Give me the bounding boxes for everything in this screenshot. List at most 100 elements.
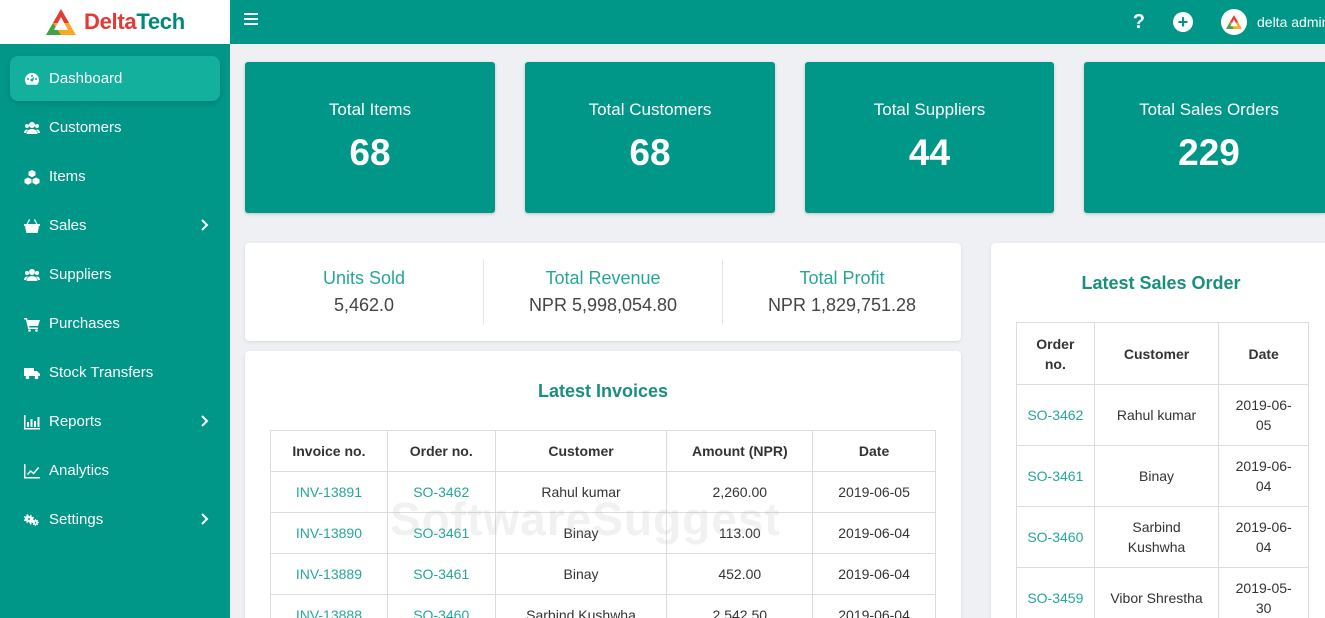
brand[interactable]: DeltaTech (0, 0, 230, 44)
summary-value: NPR 1,829,751.28 (767, 295, 917, 315)
order-link[interactable]: SO-3461 (386, 553, 496, 595)
panel-title: Latest Sales Order (1081, 273, 1241, 293)
column-header[interactable]: Order no. (386, 430, 496, 472)
help-icon[interactable]: ? (1132, 10, 1145, 33)
stat-label: Total Suppliers (873, 100, 986, 119)
stat-card-total-customers[interactable]: Total Customers 68 (525, 62, 775, 213)
sidebar-item-label: Suppliers (49, 266, 112, 283)
sidebar-item-label: Settings (49, 511, 104, 528)
column-header[interactable]: Customer (494, 430, 668, 472)
sidebar-item-dashboard[interactable]: Dashboard (10, 56, 220, 101)
customer-cell: Rahul kumar (1093, 384, 1220, 446)
basket-icon (24, 218, 40, 234)
table-row: SO-3461 Binay 2019-06-04 (1016, 445, 1309, 507)
column-header[interactable]: Customer (1093, 322, 1220, 385)
sidebar-item-suppliers[interactable]: Suppliers (10, 252, 220, 297)
topbar: ? + delta admin (230, 0, 1325, 44)
invoice-link[interactable]: INV-13889 (270, 553, 388, 595)
bar-chart-icon (24, 414, 40, 430)
order-link[interactable]: SO-3460 (1016, 506, 1095, 568)
add-icon[interactable]: + (1173, 12, 1193, 32)
user-name[interactable]: delta admin (1257, 14, 1325, 30)
stat-value: 68 (349, 132, 391, 173)
order-link[interactable]: SO-3459 (1016, 567, 1095, 618)
table-row: INV-13891 SO-3462 Rahul kumar 2,260.00 2… (270, 471, 936, 513)
sidebar-item-sales[interactable]: Sales (10, 203, 220, 248)
sidebar-item-reports[interactable]: Reports (10, 399, 220, 444)
column-header[interactable]: Date (812, 430, 936, 472)
column-header[interactable]: Amount (NPR) (666, 430, 814, 472)
summary-total-revenue: Total Revenue NPR 5,998,054.80 (483, 259, 722, 325)
sidebar-item-label: Analytics (49, 462, 110, 479)
sidebar-item-label: Customers (49, 119, 122, 136)
chevron-right-icon (198, 217, 212, 233)
table-row: INV-13889 SO-3461 Binay 452.00 2019-06-0… (270, 553, 936, 595)
summary-units-sold: Units Sold 5,462.0 (245, 259, 483, 325)
sidebar-item-customers[interactable]: Customers (10, 105, 220, 150)
customer-cell: Sarbind Kushwha (1093, 506, 1220, 568)
invoices-table: Invoice no. Order no. Customer Amount (N… (270, 430, 936, 618)
customer-cell: Binay (494, 553, 668, 595)
menu-toggle-icon[interactable] (244, 13, 258, 27)
logo-icon (46, 9, 76, 35)
order-link[interactable]: SO-3461 (386, 512, 496, 554)
cart-icon (24, 316, 40, 332)
stat-label: Total Items (328, 100, 412, 119)
stat-card-total-items[interactable]: Total Items 68 (245, 62, 495, 213)
dashboard-icon (24, 71, 40, 87)
sidebar-item-items[interactable]: Items (10, 154, 220, 199)
customer-cell: Vibor Shrestha (1093, 567, 1220, 618)
sidebar-item-label: Dashboard (49, 70, 123, 87)
summary-total-profit: Total Profit NPR 1,829,751.28 (722, 259, 961, 325)
table-row: INV-13888 SO-3460 Sarbind Kushwha 2,542.… (270, 594, 936, 618)
date-cell: 2019-06-05 (812, 471, 936, 513)
order-link[interactable]: SO-3461 (1016, 445, 1095, 507)
date-cell: 2019-06-04 (812, 512, 936, 554)
table-row: SO-3460 Sarbind Kushwha 2019-06-04 (1016, 506, 1309, 568)
table-row: SO-3462 Rahul kumar 2019-06-05 (1016, 384, 1309, 446)
date-cell: 2019-06-05 (1218, 384, 1309, 446)
table-row: INV-13890 SO-3461 Binay 113.00 2019-06-0… (270, 512, 936, 554)
sidebar-nav: Dashboard Customers Items Sales Supplier… (0, 44, 230, 542)
latest-sales-order-panel: Latest Sales Order Order no. Customer Da… (991, 243, 1325, 618)
customer-cell: Rahul kumar (494, 471, 668, 513)
customer-cell: Binay (1093, 445, 1220, 507)
summary-label: Total Revenue (545, 268, 661, 288)
users-icon (24, 267, 40, 283)
customer-cell: Binay (494, 512, 668, 554)
brand-name: DeltaTech (84, 9, 185, 34)
sidebar-item-purchases[interactable]: Purchases (10, 301, 220, 346)
table-row: SO-3459 Vibor Shrestha 2019-05-30 (1016, 567, 1309, 618)
date-cell: 2019-06-04 (812, 553, 936, 595)
stat-card-total-sales-orders[interactable]: Total Sales Orders 229 (1084, 62, 1325, 213)
order-link[interactable]: SO-3460 (386, 594, 496, 618)
sidebar-item-settings[interactable]: Settings (10, 497, 220, 542)
sidebar-item-analytics[interactable]: Analytics (10, 448, 220, 493)
sidebar-item-label: Purchases (49, 315, 120, 332)
avatar[interactable] (1221, 9, 1247, 35)
stat-label: Total Customers (588, 100, 712, 119)
stat-label: Total Sales Orders (1139, 100, 1279, 119)
chevron-right-icon (198, 413, 212, 429)
invoice-link[interactable]: INV-13890 (270, 512, 388, 554)
date-cell: 2019-06-04 (1218, 445, 1309, 507)
amount-cell: 113.00 (666, 512, 814, 554)
sidebar-item-stock-transfers[interactable]: Stock Transfers (10, 350, 220, 395)
truck-icon (24, 365, 40, 381)
summary-value: 5,462.0 (333, 295, 395, 315)
sidebar-item-label: Reports (49, 413, 102, 430)
order-link[interactable]: SO-3462 (1016, 384, 1095, 446)
stat-card-total-suppliers[interactable]: Total Suppliers 44 (805, 62, 1054, 213)
sidebar-item-label: Items (49, 168, 86, 185)
cubes-icon (24, 169, 40, 185)
summary-panel: Units Sold 5,462.0 Total Revenue NPR 5,9… (245, 243, 961, 341)
column-header[interactable]: Invoice no. (270, 430, 388, 472)
order-link[interactable]: SO-3462 (386, 471, 496, 513)
column-header[interactable]: Date (1218, 322, 1309, 385)
column-header[interactable]: Order no. (1016, 322, 1095, 385)
stat-value: 44 (908, 132, 951, 173)
latest-invoices-panel: Latest Invoices Invoice no. Order no. Cu… (245, 351, 961, 618)
invoice-link[interactable]: INV-13888 (270, 594, 388, 618)
avatar-logo-icon (1226, 15, 1242, 29)
invoice-link[interactable]: INV-13891 (270, 471, 388, 513)
